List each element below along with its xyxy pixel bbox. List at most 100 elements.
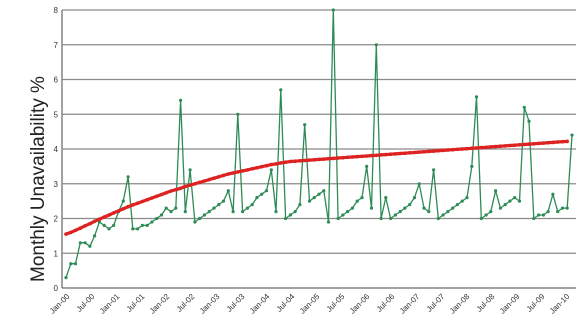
monthly-point: [513, 196, 517, 200]
trend-point: [169, 189, 173, 193]
monthly-unavailability-line: [65, 9, 573, 279]
trend-point: [88, 221, 92, 226]
trend-point: [345, 155, 350, 160]
trend-point: [355, 154, 360, 159]
trend-point: [135, 201, 140, 205]
monthly-point: [140, 223, 144, 227]
monthly-point: [412, 196, 417, 200]
monthly-point: [393, 213, 397, 217]
y-tick-label: 8: [54, 6, 59, 15]
trend-point: [379, 153, 383, 157]
x-tick-label: Jan-04: [248, 292, 272, 316]
trend-point: [250, 167, 254, 171]
y-tick-label: 1: [54, 249, 59, 258]
trend-point: [64, 232, 68, 236]
monthly-point: [365, 164, 369, 168]
trend-point: [369, 153, 374, 158]
monthly-point: [250, 203, 254, 207]
trend-point: [422, 150, 426, 154]
monthly-point: [260, 192, 264, 196]
monthly-point: [102, 223, 106, 227]
trend-point: [407, 151, 412, 155]
trend-point: [384, 152, 388, 157]
monthly-point: [241, 210, 245, 214]
monthly-point: [417, 182, 421, 186]
trend-point: [207, 177, 211, 182]
monthly-point: [398, 210, 402, 214]
trend-point: [274, 162, 278, 166]
trend-point: [460, 147, 465, 151]
x-tick-label: Jul-01: [125, 292, 147, 314]
monthly-point: [293, 210, 297, 214]
trend-point: [202, 179, 207, 183]
monthly-point: [303, 123, 307, 127]
trend-point: [288, 159, 293, 164]
trend-point: [193, 182, 197, 186]
y-tick-labels: 0 1 2 3 4 5 6 7 8: [54, 6, 59, 293]
monthly-point: [451, 206, 455, 210]
trend-point: [479, 145, 484, 150]
trend-point: [336, 156, 340, 160]
x-tick-label: Jan-00: [48, 292, 72, 316]
x-tick-label: Jul-04: [275, 292, 297, 314]
monthly-point: [355, 199, 359, 203]
monthly-point: [465, 196, 469, 200]
trend-point: [364, 154, 369, 158]
trend-point: [164, 191, 168, 195]
y-tick-label: 7: [54, 41, 59, 50]
monthly-point: [231, 210, 235, 214]
monthly-point: [317, 192, 321, 196]
trend-point: [102, 215, 106, 219]
trend-point: [431, 149, 436, 153]
monthly-point: [427, 210, 431, 214]
monthly-point: [560, 206, 565, 210]
trend-point: [441, 148, 445, 153]
monthly-point: [470, 164, 474, 168]
trend-point: [446, 148, 450, 152]
monthly-point: [446, 210, 450, 214]
monthly-point: [226, 189, 230, 193]
trend-point: [532, 142, 536, 146]
monthly-point: [298, 203, 302, 207]
monthly-point: [527, 119, 531, 123]
trend-point: [493, 144, 498, 149]
trend-point: [388, 152, 393, 156]
monthly-point: [331, 8, 335, 12]
trend-point: [97, 217, 102, 221]
monthly-point: [307, 199, 312, 203]
monthly-point: [494, 189, 498, 193]
monthly-point: [508, 199, 512, 203]
trend-point: [455, 147, 460, 152]
x-tick-labels: Jan-00 Jul-00 Jan-01 Jul-01 Jan-02 Jul-02 Jan-…: [48, 292, 572, 316]
trend-point: [217, 175, 221, 179]
trend-point: [269, 162, 274, 167]
trend-point: [221, 173, 226, 178]
monthly-point: [408, 203, 412, 207]
monthly-point: [121, 199, 125, 203]
trend-point: [264, 163, 269, 168]
x-tick-label: Jan-03: [198, 292, 222, 316]
y-tick-label: 2: [54, 215, 59, 224]
trend-point: [283, 160, 288, 164]
monthly-point: [221, 199, 226, 203]
monthly-point: [556, 210, 560, 214]
monthly-point: [245, 206, 249, 210]
monthly-point: [202, 213, 206, 217]
trend-point: [508, 143, 512, 148]
monthly-point: [126, 175, 130, 179]
monthly-point: [565, 206, 569, 210]
trend-point: [412, 150, 417, 155]
monthly-point: [212, 206, 216, 210]
trend-point: [536, 141, 541, 146]
monthly-point: [522, 105, 526, 109]
trend-point: [259, 164, 264, 169]
monthly-point: [369, 206, 374, 210]
trend-point: [331, 156, 336, 161]
trend-point: [522, 142, 527, 147]
trend-point: [541, 141, 546, 145]
monthly-point: [183, 210, 187, 214]
monthly-point: [532, 216, 536, 221]
x-tick-label: Jan-07: [398, 292, 422, 316]
trend-point: [69, 230, 73, 235]
monthly-point: [279, 88, 283, 92]
